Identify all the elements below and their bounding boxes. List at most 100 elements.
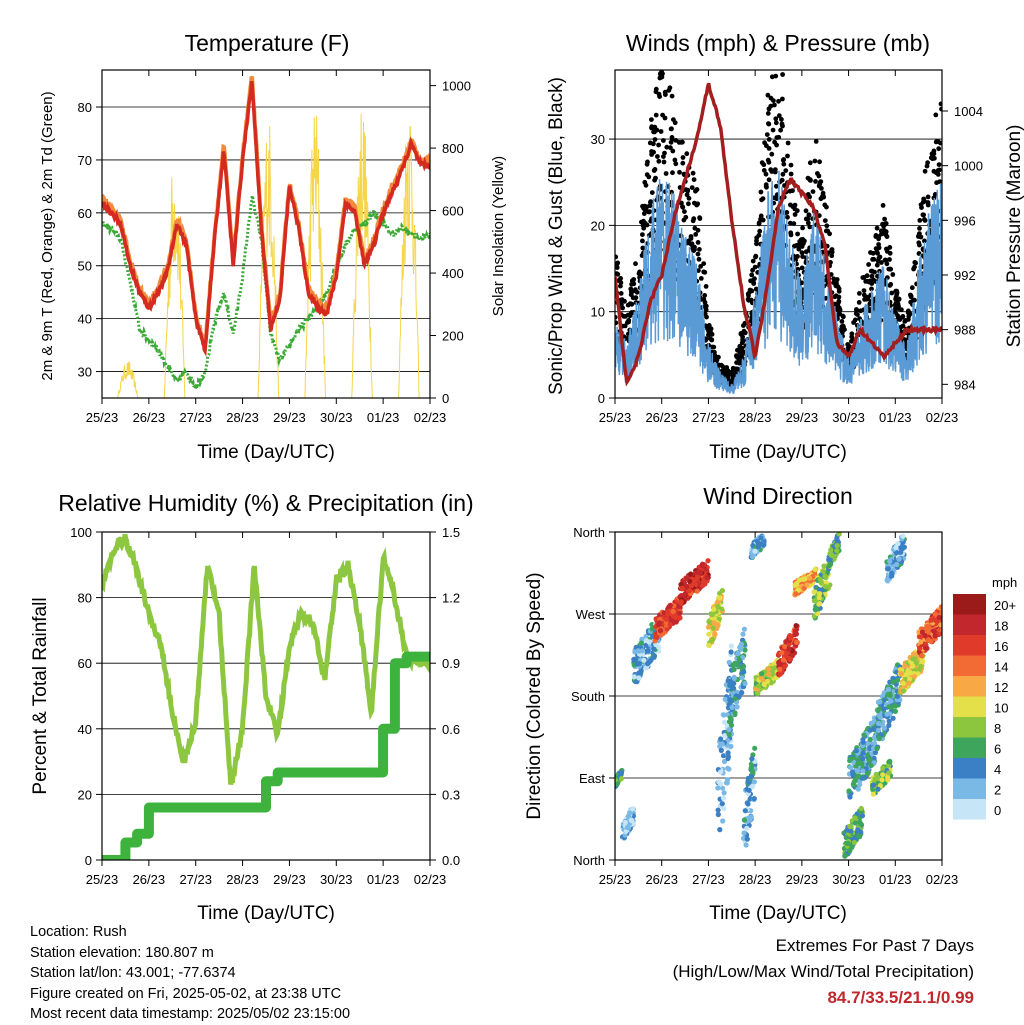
gust-point [765, 92, 771, 98]
direction-point [727, 682, 733, 688]
humidity-left-tick-label: 100 [70, 525, 92, 540]
gust-point [803, 216, 809, 222]
gust-point [916, 240, 922, 246]
gust-point [661, 159, 667, 165]
direction-point [872, 776, 878, 782]
direction-point [855, 827, 861, 833]
gust-point [869, 273, 875, 279]
direction-point [804, 582, 810, 588]
gust-point [661, 154, 666, 160]
direction-point [717, 595, 723, 601]
gust-point [874, 262, 880, 268]
legend-swatch [953, 676, 986, 697]
gust-point [819, 186, 824, 191]
direction-point [732, 710, 738, 716]
direction-point [853, 748, 860, 754]
direction-point [892, 703, 899, 709]
direction-point [688, 583, 695, 589]
gust-point [890, 272, 896, 277]
gust-point [672, 157, 678, 163]
direction-point [800, 576, 806, 583]
direction-point [858, 821, 864, 828]
direction-point [910, 663, 916, 669]
gust-point [837, 307, 843, 313]
gust-point [781, 157, 787, 162]
direction-point [732, 696, 738, 702]
direction-point [871, 755, 877, 761]
gust-point [892, 302, 898, 308]
direction-point [709, 611, 715, 618]
direction-point [828, 547, 834, 553]
direction-point [718, 769, 724, 775]
direction-point [720, 785, 726, 791]
gust-point [770, 127, 776, 133]
gust-point [766, 177, 772, 183]
temperature-left-tick-label: 30 [78, 365, 92, 380]
gust-point [882, 216, 887, 222]
direction-point [827, 557, 833, 563]
gust-point [753, 286, 759, 292]
station-elevation: Station elevation: 180.807 m [30, 944, 214, 961]
direction-point [725, 765, 731, 772]
direction-x-tick-label: 30/23 [832, 872, 865, 887]
gust-point [747, 287, 753, 293]
direction-point [884, 577, 891, 584]
gust-point [703, 303, 709, 309]
direction-point [887, 758, 893, 765]
humidity-plot: 0 20 40 60 80 100 0.0 0.3 0.6 0.9 1.2 1.5 25/23 26/23… [70, 525, 460, 887]
gust-point [648, 199, 654, 205]
gust-point [879, 260, 884, 265]
legend-swatch [953, 696, 986, 717]
direction-point [735, 650, 741, 657]
direction-point [782, 664, 788, 670]
direction-point [651, 646, 657, 652]
gust-point [831, 276, 837, 282]
direction-point [836, 532, 842, 537]
direction-left-tick-label: East [579, 771, 605, 786]
gust-point [649, 125, 654, 131]
winds-right-tick-label: 1000 [954, 159, 983, 174]
direction-point [772, 665, 778, 671]
direction-x-tick-label: 25/23 [599, 872, 632, 887]
gust-point [778, 127, 783, 133]
gust-point [684, 151, 690, 157]
direction-point [864, 741, 870, 747]
direction-point [897, 544, 904, 551]
gust-point [817, 181, 823, 187]
gust-point [669, 189, 674, 195]
humidity-x-tick-label: 02/23 [414, 872, 447, 887]
humidity-left-tick-label: 80 [78, 591, 92, 606]
gust-point [691, 216, 697, 222]
direction-point [902, 663, 908, 669]
gust-point [651, 168, 657, 173]
gust-point [740, 334, 745, 340]
direction-point [726, 659, 732, 665]
direction-point [742, 680, 748, 687]
gust-point [679, 200, 684, 206]
direction-point [887, 698, 894, 704]
direction-point [776, 659, 782, 666]
gust-point [801, 241, 806, 246]
extremes-subheading: (High/Low/Max Wind/Total Precipitation) [672, 962, 974, 981]
gust-point [704, 314, 709, 320]
temperature-left-tick-label: 40 [78, 312, 92, 327]
direction-point [694, 574, 701, 580]
direction-point [919, 629, 926, 635]
direction-point [887, 558, 893, 565]
gust-point [933, 112, 939, 118]
gust-point [769, 151, 775, 157]
direction-point [816, 595, 822, 601]
direction-point [746, 787, 752, 793]
direction-point [728, 697, 734, 703]
direction-point [917, 634, 923, 640]
gust-point [887, 283, 893, 288]
gust-point [695, 240, 701, 245]
direction-point [734, 704, 740, 710]
gust-point [730, 368, 736, 374]
gust-point [795, 254, 800, 259]
gust-point [769, 74, 775, 80]
direction-point [639, 648, 645, 654]
direction-point [936, 614, 942, 621]
gust-point [870, 250, 876, 256]
